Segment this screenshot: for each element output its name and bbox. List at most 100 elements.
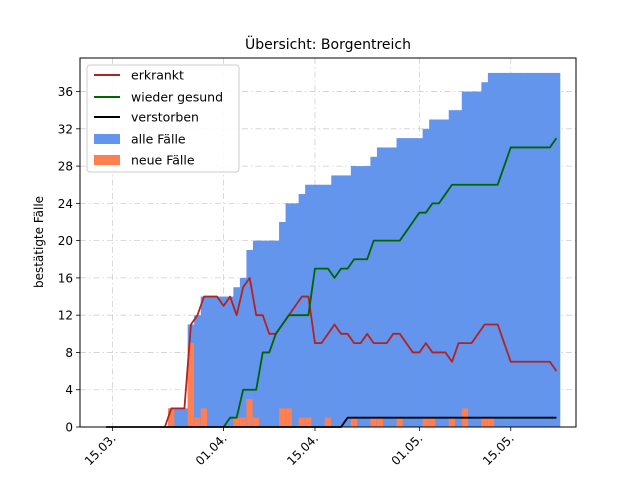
neue-faelle-bar [487, 417, 495, 427]
legend-box [86, 64, 240, 173]
alle-faelle-bar [376, 147, 385, 428]
alle-faelle-bar [298, 194, 306, 427]
chart-title: Übersicht: Borgentreich [245, 35, 411, 53]
alle-faelle-bar [474, 91, 482, 427]
alle-faelle-bar [468, 91, 476, 427]
alle-faelle-bar [540, 72, 548, 427]
neue-faelle-bar [448, 417, 455, 427]
legend: erkrankt wieder gesund verstorben alle Fäll… [86, 64, 240, 173]
alle-faelle-bar [546, 72, 554, 427]
alle-faelle-bar [181, 408, 189, 427]
alle-faelle-bar [481, 82, 489, 428]
neue-faelle-bar [429, 417, 436, 427]
neue-faelle-bar [279, 408, 286, 427]
alle-faelle-bar [396, 138, 404, 428]
alle-faelle-bar [213, 296, 221, 427]
alle-faelle-bar [174, 408, 182, 427]
alle-faelle-bar [311, 184, 319, 427]
neue-faelle-bar [324, 417, 331, 427]
neue-faelle-bar [305, 417, 312, 427]
alle-faelle-bar [324, 184, 332, 427]
alle-faelle-bar [200, 296, 208, 427]
legend-swatch [94, 134, 120, 144]
alle-faelle-bar [429, 119, 437, 427]
alle-faelle-bar [514, 72, 522, 427]
alle-faelle-bar [422, 128, 430, 427]
y-tick-label: 20 [58, 234, 73, 248]
y-axis-label: bestätigte Fälle [32, 196, 46, 288]
neue-faelle-bar [187, 343, 194, 427]
alle-faelle-bar [259, 240, 267, 427]
y-tick-label: 28 [58, 160, 73, 174]
alle-faelle-bar [350, 166, 358, 427]
neue-faelle-bar [239, 417, 247, 427]
neue-faelle-bar [422, 417, 429, 427]
alle-faelle-bar [442, 119, 450, 427]
alle-faelle-bar [344, 175, 352, 427]
x-tick-label: 01.04. [193, 431, 230, 468]
neue-faelle-bar [168, 408, 175, 427]
y-tick-label: 12 [58, 309, 73, 323]
alle-faelle-bar [553, 72, 561, 427]
legend-swatch [94, 155, 120, 165]
line-wieder-gesund [222, 137, 558, 428]
legend-label: alle Fälle [131, 132, 186, 147]
y-tick-label: 8 [65, 346, 73, 360]
alle-faelle-bar [357, 166, 365, 427]
legend-label: erkrankt [131, 68, 184, 83]
alle-faelle-bar [252, 240, 261, 427]
alle-faelle-bar [337, 175, 345, 427]
plot-frame [79, 57, 577, 428]
neue-faelle-bar [298, 417, 305, 427]
neue-faelle-bar [194, 417, 201, 427]
alle-faelle-bar [390, 147, 398, 428]
alle-faelle-bar [416, 138, 424, 428]
alle-faelle-bar [494, 72, 502, 427]
neue-faelle-bar [252, 417, 260, 427]
y-tick-label: 24 [58, 197, 73, 211]
neue-faelle-bar [481, 417, 488, 427]
alle-faelle-bar [533, 72, 541, 427]
neue-faelle-bar [285, 408, 292, 427]
legend-label: neue Fälle [131, 153, 195, 168]
legend-label: verstorben [131, 110, 199, 125]
alle-faelle-bar [487, 72, 496, 427]
neue-faelle-bar [246, 399, 253, 427]
alle-faelle-bar [318, 184, 326, 427]
alle-faelle-bar [507, 72, 515, 427]
alle-faelle-bar [520, 72, 528, 427]
x-tick-label: 01.05. [389, 431, 426, 468]
alle-faelle-bar [233, 287, 241, 427]
alle-faelle-bar [363, 166, 372, 427]
neue-faelle-bar [396, 417, 403, 427]
alle-faelle-bar [370, 156, 378, 428]
alle-faelle-bar [194, 315, 202, 427]
alle-faelle-bar [403, 138, 411, 428]
line-erkrankt [163, 277, 558, 428]
y-tick-label: 4 [65, 383, 73, 397]
alle-faelle-bar [246, 249, 254, 427]
alle-faelle-bar [383, 147, 391, 428]
alle-faelle-bar [239, 277, 248, 427]
neue-faelle-bar [200, 408, 207, 427]
neue-faelle-bar [233, 417, 240, 427]
alle-faelle-bar [461, 91, 469, 427]
neue-faelle-bar [376, 417, 384, 427]
legend-label: wieder gesund [131, 90, 223, 105]
y-tick-label: 36 [58, 85, 73, 99]
y-tick-label: 32 [58, 122, 73, 136]
y-tick-label: 0 [65, 421, 73, 435]
x-tick-label: 15.04. [284, 431, 321, 468]
alle-faelle-bar [409, 138, 417, 428]
x-tick-label: 15.05. [480, 431, 517, 468]
y-tick-label: 16 [58, 271, 73, 285]
alle-faelle-bar [527, 72, 535, 427]
alle-faelle-bar [226, 296, 234, 427]
neue-faelle-bar [350, 417, 358, 427]
x-tick-label: 15.03. [82, 431, 119, 468]
alle-faelle-bar [500, 72, 509, 427]
neue-faelle-bar [370, 417, 377, 427]
alle-faelle-bar [455, 110, 463, 427]
alle-faelle-bar [448, 110, 456, 427]
